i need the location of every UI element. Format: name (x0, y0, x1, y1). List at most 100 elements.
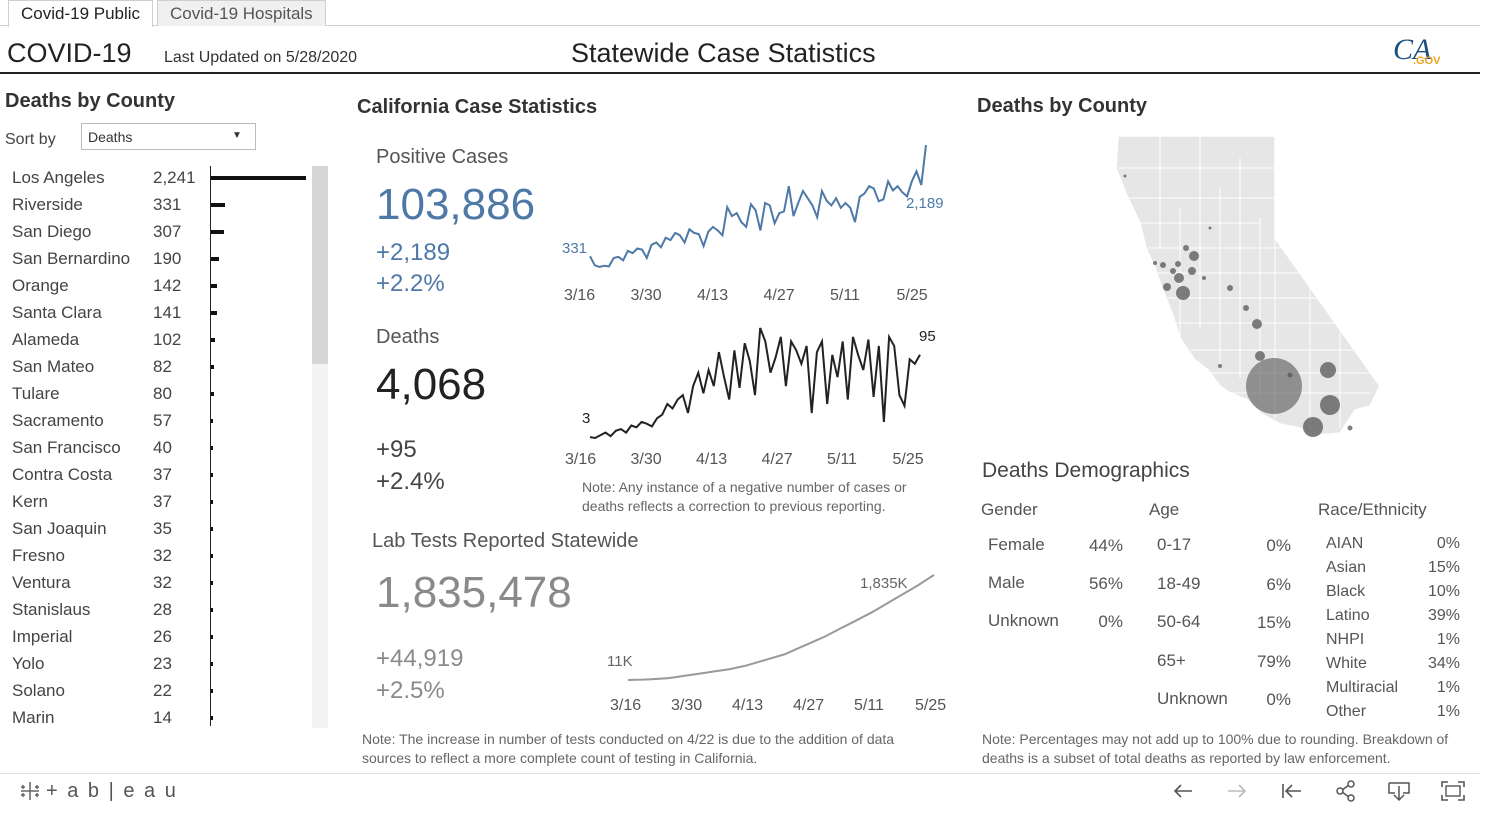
county-deaths-value: 22 (153, 681, 172, 700)
county-row[interactable]: Alameda 102 (0, 327, 320, 354)
county-row[interactable]: San Joaquin 35 (0, 516, 320, 543)
county-row[interactable]: Fresno 32 (0, 543, 320, 570)
county-row[interactable]: Tulare 80 (0, 381, 320, 408)
county-row[interactable]: San Francisco 40 (0, 435, 320, 462)
age-label: 18-49 (1157, 573, 1201, 593)
x-tick-label: 5/11 (827, 451, 857, 468)
deaths-chart: 3/16 3/30 4/13 4/27 5/11 5/25 3 95 (565, 327, 936, 468)
scrollbar-thumb[interactable] (312, 166, 328, 364)
x-tick-label: 3/16 (564, 287, 595, 304)
revert-icon[interactable] (1279, 780, 1305, 802)
deaths-delta: +95 (376, 436, 417, 463)
demographics-title: Deaths Demographics (982, 459, 1190, 482)
download-icon[interactable] (1386, 780, 1412, 802)
county-deaths-bar (211, 419, 213, 423)
california-deaths-map[interactable] (1100, 128, 1390, 446)
county-deaths-bar (211, 581, 213, 585)
x-tick-label: 4/27 (793, 697, 824, 714)
gender-label: Male (988, 573, 1025, 592)
race-value: 34% (1427, 655, 1460, 672)
county-row[interactable]: Kern 37 (0, 489, 320, 516)
county-row[interactable]: Stanislaus 28 (0, 597, 320, 624)
age-header: Age (1149, 500, 1180, 519)
county-deaths-bar (211, 635, 213, 639)
page-title: Statewide Case Statistics (571, 38, 876, 68)
ca-gov-logo[interactable]: CA .GOV (1393, 33, 1441, 67)
county-row[interactable]: Marin 14 (0, 705, 320, 732)
gender-value: 56% (1088, 574, 1123, 593)
x-tick-label: 5/25 (915, 697, 946, 714)
county-row[interactable]: Yolo 23 (0, 651, 320, 678)
county-deaths-bar (211, 527, 213, 531)
county-row[interactable]: Sacramento 57 (0, 408, 320, 435)
x-tick-label: 4/13 (697, 287, 728, 304)
county-name: Alameda (12, 330, 80, 349)
race-label: Latino (1326, 607, 1370, 624)
county-deaths-bar (211, 284, 217, 288)
county-deaths-bar (211, 203, 225, 207)
undo-icon[interactable] (1170, 780, 1196, 802)
county-deaths-bar (211, 473, 213, 477)
redo-icon[interactable] (1224, 780, 1250, 802)
age-value: 0% (1266, 690, 1291, 709)
county-row[interactable]: San Bernardino 190 (0, 246, 320, 273)
county-deaths-value: 307 (153, 222, 182, 241)
sort-dropdown[interactable]: Deaths ▼ (81, 123, 256, 150)
county-deaths-value: 32 (153, 573, 172, 592)
county-name: Imperial (12, 627, 73, 646)
gender-label: Female (988, 535, 1045, 554)
tableau-brand[interactable]: + a b | e a u (46, 780, 178, 802)
deaths-total: 4,068 (376, 360, 487, 409)
tab-covid19-hospitals[interactable]: Covid-19 Hospitals (157, 0, 326, 26)
county-deaths-value: 102 (153, 330, 182, 349)
county-deaths-bar (211, 176, 306, 180)
x-tick-label: 3/16 (565, 451, 596, 468)
positive-cases-total: 103,886 (376, 180, 536, 229)
last-updated-label: Last Updated on 5/28/2020 (164, 49, 358, 66)
county-row[interactable]: Solano 22 (0, 678, 320, 705)
county-row[interactable]: Contra Costa 37 (0, 462, 320, 489)
county-row[interactable]: Los Angeles 2,241 (0, 165, 320, 192)
gender-value: 44% (1088, 536, 1123, 555)
positive-cases-chart: 3/16 3/30 4/13 4/27 5/11 5/25 331 2,189 (562, 144, 944, 304)
county-row[interactable]: Orange 142 (0, 273, 320, 300)
tableau-logo-icon (18, 780, 42, 802)
x-tick-label: 3/30 (671, 697, 702, 714)
x-tick-label: 4/13 (732, 697, 763, 714)
county-deaths-bar (211, 446, 213, 450)
county-deaths-value: 14 (153, 708, 172, 727)
fullscreen-icon[interactable] (1440, 780, 1466, 802)
county-name: Ventura (12, 573, 71, 592)
county-name: Santa Clara (12, 303, 102, 322)
share-icon[interactable] (1333, 780, 1359, 802)
x-tick-label: 4/27 (764, 287, 795, 304)
x-tick-label: 3/30 (631, 287, 662, 304)
county-deaths-bar (211, 662, 213, 666)
race-label: AIAN (1326, 535, 1364, 552)
positive-cases-pct: +2.2% (376, 270, 445, 297)
county-name: San Bernardino (12, 249, 131, 268)
race-label: Black (1326, 583, 1366, 600)
age-label: 50-64 (1157, 612, 1201, 631)
county-name: Fresno (12, 546, 65, 565)
end-value-label: 95 (919, 328, 936, 345)
race-label: Other (1326, 703, 1367, 720)
bar-axis (210, 166, 211, 726)
county-name: Solano (12, 681, 65, 700)
county-row[interactable]: San Mateo 82 (0, 354, 320, 381)
county-deaths-value: 37 (153, 465, 172, 484)
county-row[interactable]: Imperial 26 (0, 624, 320, 651)
race-value: 1% (1436, 631, 1460, 648)
county-deaths-value: 142 (153, 276, 182, 295)
positive-cases-delta: +2,189 (376, 239, 451, 266)
x-tick-label: 5/25 (897, 287, 928, 304)
county-row[interactable]: Santa Clara 141 (0, 300, 320, 327)
county-deaths-bar (211, 716, 213, 720)
county-row[interactable]: Riverside 331 (0, 192, 320, 219)
x-tick-label: 5/11 (830, 287, 860, 304)
county-row[interactable]: San Diego 307 (0, 219, 320, 246)
county-row[interactable]: Ventura 32 (0, 570, 320, 597)
county-name: San Mateo (12, 357, 95, 376)
county-name: Sacramento (12, 411, 104, 430)
tab-covid19-public[interactable]: Covid-19 Public (8, 0, 154, 27)
